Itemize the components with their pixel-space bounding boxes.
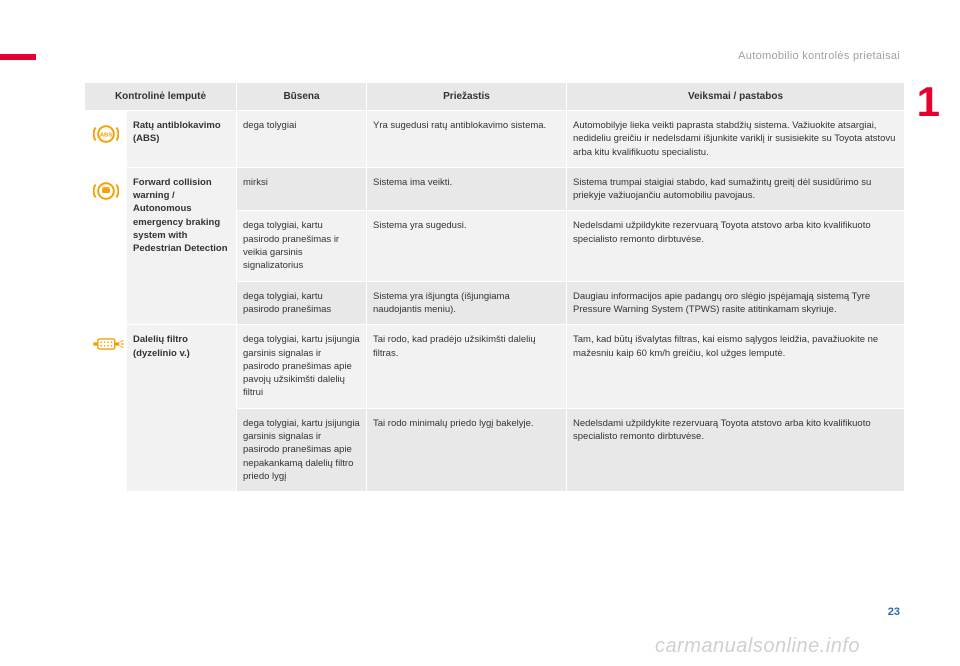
lamp-name: Dalelių filtro (dyzelinio v.) [127, 325, 237, 492]
table-row: Forward collision warning / Autonomous e… [85, 167, 905, 211]
chapter-marker: 1 [917, 78, 940, 126]
accent-bar [0, 54, 36, 60]
lamp-name: Ratų antiblokavimo (ABS) [127, 111, 237, 168]
cell-action: Tam, kad būtų išvalytas filtras, kai eis… [567, 325, 905, 408]
cell-cause: Sistema yra išjungta (išjungiama naudoja… [367, 281, 567, 325]
cell-state: dega tolygiai, kartu įsijungia garsinis … [237, 325, 367, 408]
col-lamp: Kontrolinė lemputė [85, 83, 237, 111]
cell-action: Nedelsdami užpildykite rezervuarą Toyota… [567, 211, 905, 281]
page: Automobilio kontrolės prietaisai 1 Kontr… [0, 0, 960, 666]
cell-cause: Tai rodo, kad pradėjo užsikimšti dalelių… [367, 325, 567, 408]
cell-state: dega tolygiai [237, 111, 367, 168]
particulate-filter-icon [91, 335, 125, 353]
cell-cause: Sistema yra sugedusi. [367, 211, 567, 281]
cell-state: dega tolygiai, kartu pasirodo pranešimas [237, 281, 367, 325]
warning-lamps-table: Kontrolinė lemputė Būsena Priežastis Vei… [84, 82, 905, 492]
cell-cause: Yra sugedusi ratų antiblokavimo sistema. [367, 111, 567, 168]
lamp-icon-cell [85, 167, 127, 324]
col-cause: Priežastis [367, 83, 567, 111]
watermark: carmanualsonline.info [655, 635, 860, 658]
table-header-row: Kontrolinė lemputė Būsena Priežastis Vei… [85, 83, 905, 111]
col-state: Būsena [237, 83, 367, 111]
svg-text:ABS: ABS [99, 133, 111, 139]
lamp-name: Forward collision warning / Autonomous e… [127, 167, 237, 324]
cell-cause: Tai rodo minimalų priedo lygį bakelyje. [367, 408, 567, 491]
section-title: Automobilio kontrolės prietaisai [738, 50, 900, 62]
cell-action: Automobilyje lieka veikti paprasta stabd… [567, 111, 905, 168]
table-row: Dalelių filtro (dyzelinio v.) dega tolyg… [85, 325, 905, 408]
cell-state: mirksi [237, 167, 367, 211]
table-row: ABS Ratų antiblokavimo (ABS) dega tolygi… [85, 111, 905, 168]
lamp-icon-cell [85, 325, 127, 492]
page-number: 23 [888, 606, 900, 618]
lamp-icon-cell: ABS [85, 111, 127, 168]
cell-action: Nedelsdami užpildykite rezervuarą Toyota… [567, 408, 905, 491]
cell-action: Daugiau informacijos apie padangų oro sl… [567, 281, 905, 325]
cell-state: dega tolygiai, kartu įsijungia garsinis … [237, 408, 367, 491]
cell-action: Sistema trumpai staigiai stabdo, kad sum… [567, 167, 905, 211]
cell-state: dega tolygiai, kartu pasirodo pranešimas… [237, 211, 367, 281]
abs-icon: ABS [93, 121, 119, 147]
collision-warning-icon [93, 178, 119, 204]
col-action: Veiksmai / pastabos [567, 83, 905, 111]
cell-cause: Sistema ima veikti. [367, 167, 567, 211]
